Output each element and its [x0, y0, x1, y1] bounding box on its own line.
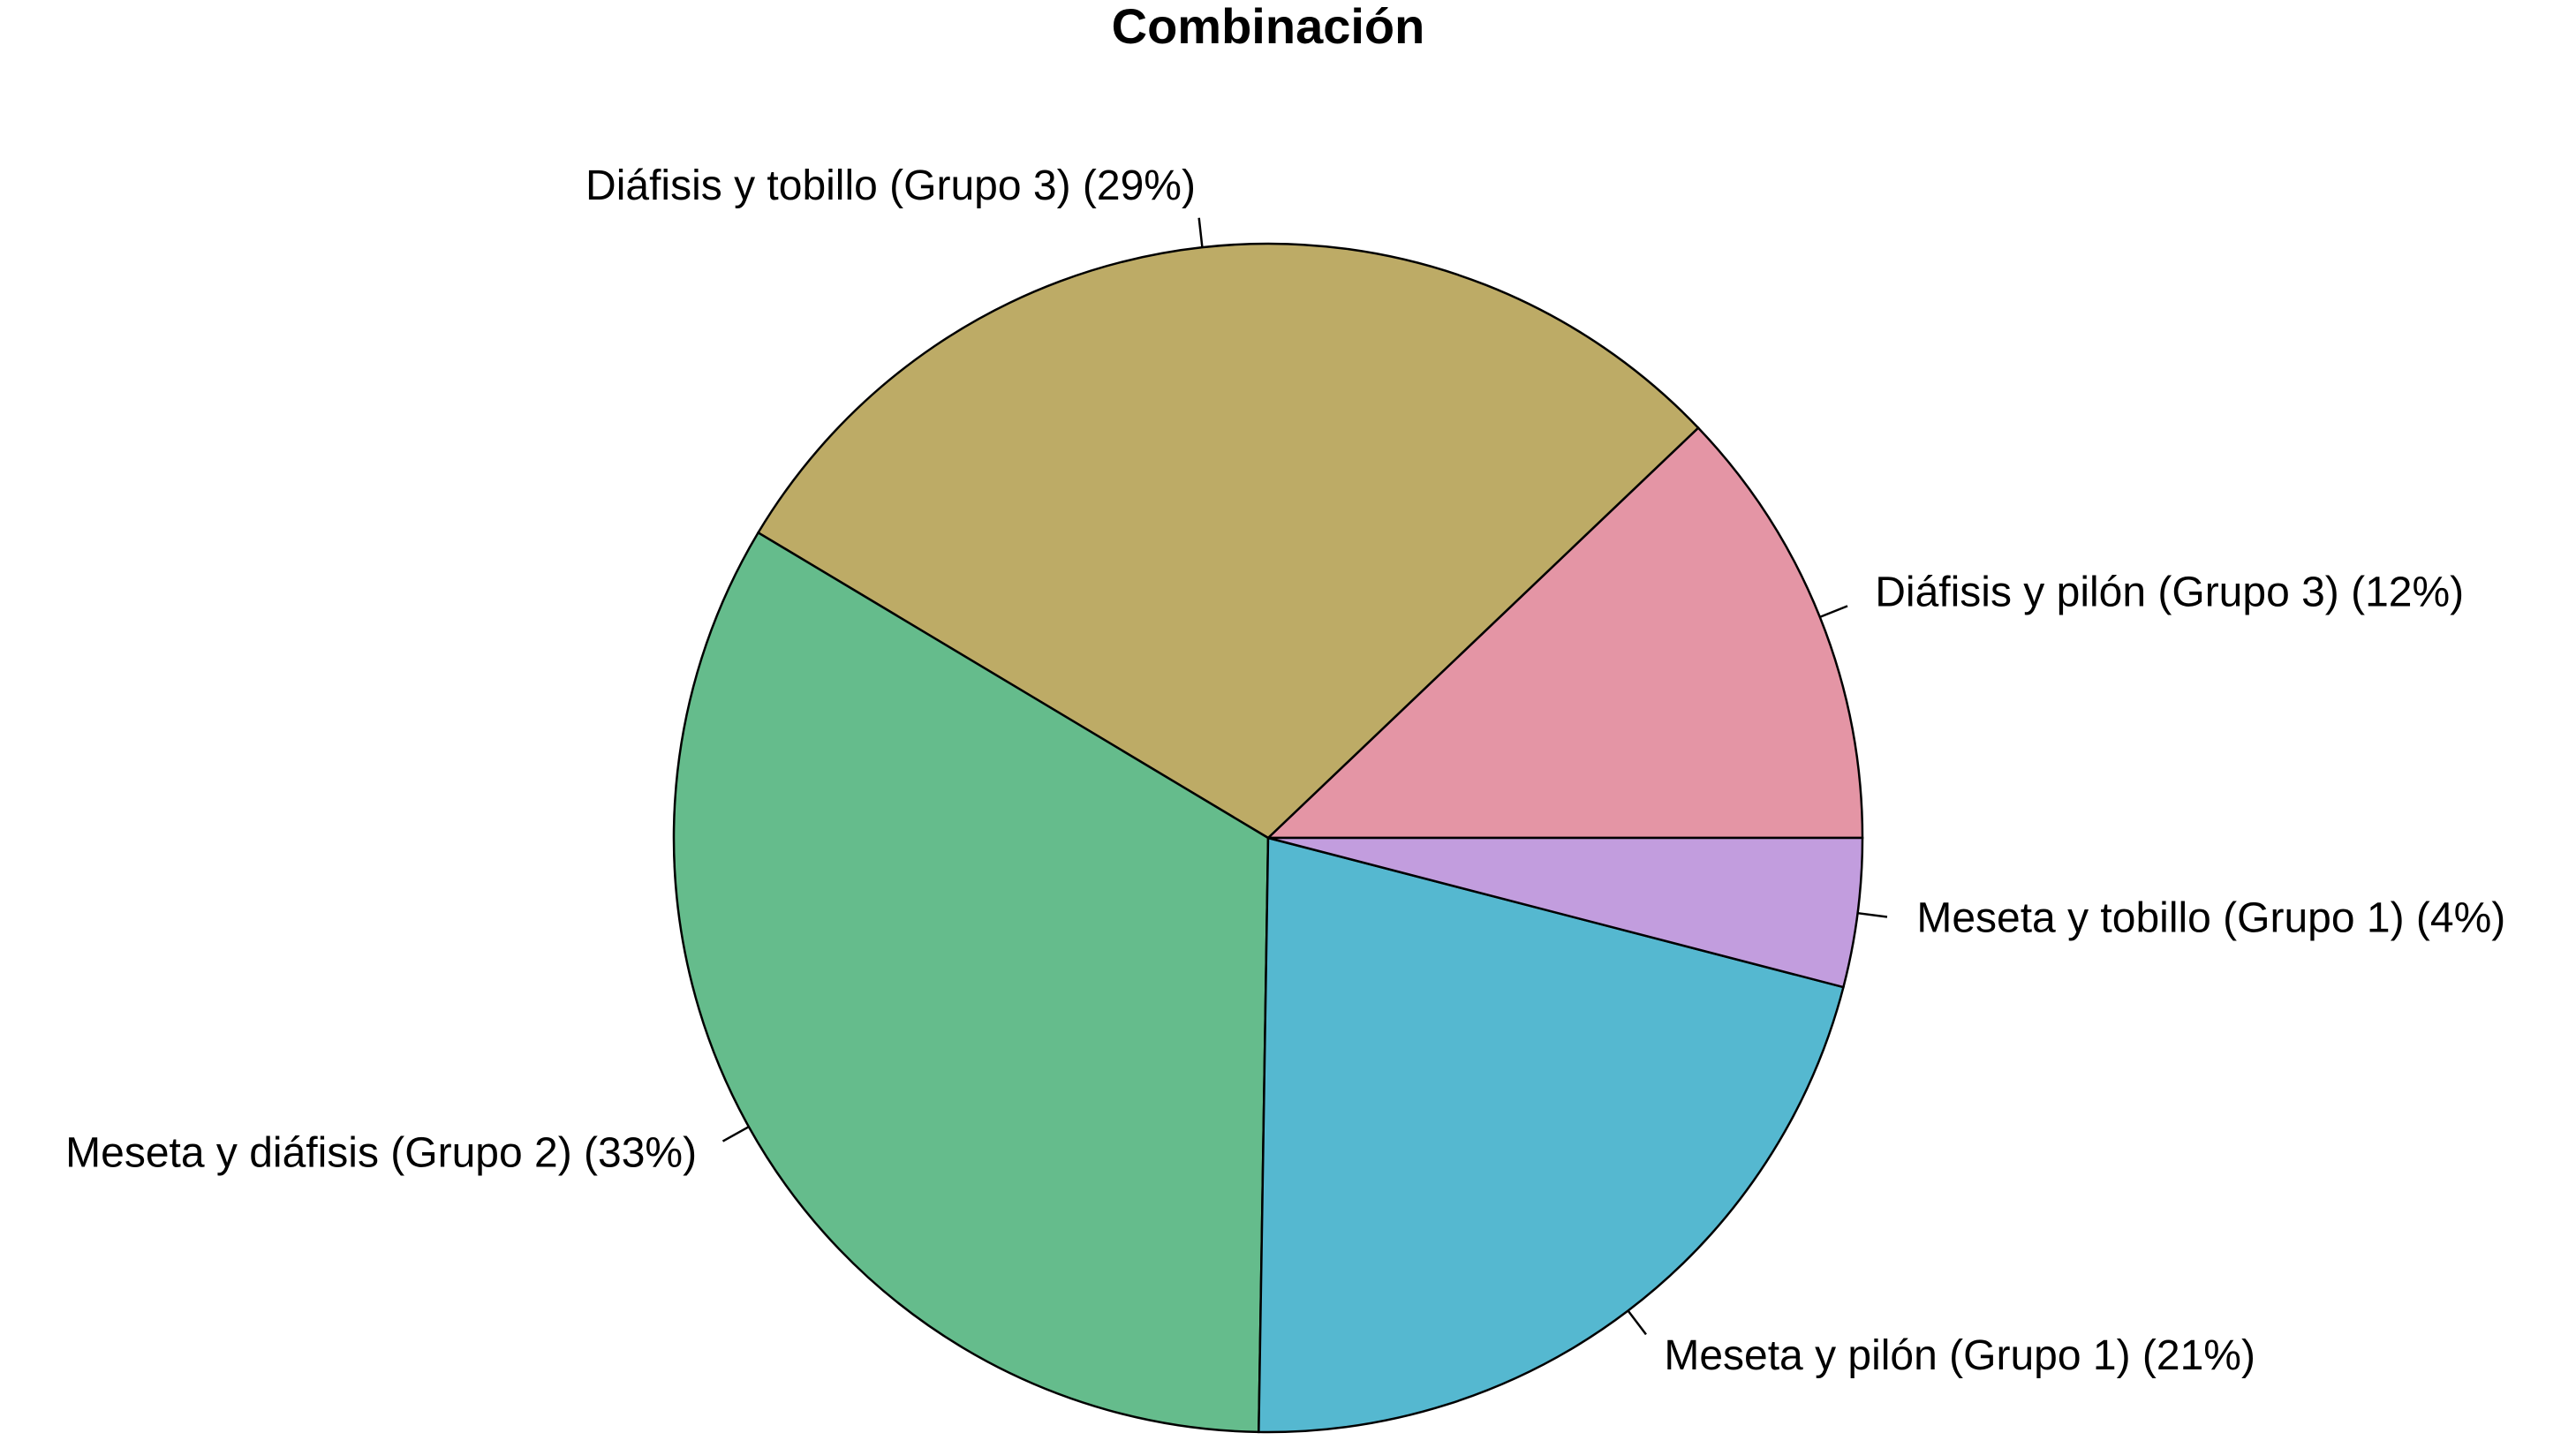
pie-slice: [1265, 426, 1864, 840]
label-tick: [1819, 605, 1848, 619]
label-tick: [1627, 1309, 1647, 1336]
label-tick: [1197, 217, 1204, 248]
slice-label: Meseta y pilón (Grupo 1) (21%): [1664, 1332, 2255, 1379]
chart-title: Combinación: [1112, 0, 1425, 54]
pie-slice: [756, 242, 1700, 840]
slice-label: Diáfisis y tobillo (Grupo 3) (29%): [585, 162, 1196, 209]
slice-label: Diáfisis y pilón (Grupo 3) (12%): [1875, 569, 2464, 616]
slice-label: Meseta y tobillo (Grupo 1) (4%): [1916, 894, 2505, 941]
slice-label: Meseta y diáfisis (Grupo 2) (33%): [65, 1130, 697, 1177]
label-tick: [1857, 911, 1888, 918]
pie-slice: [1267, 836, 1864, 989]
label-tick: [721, 1126, 750, 1143]
